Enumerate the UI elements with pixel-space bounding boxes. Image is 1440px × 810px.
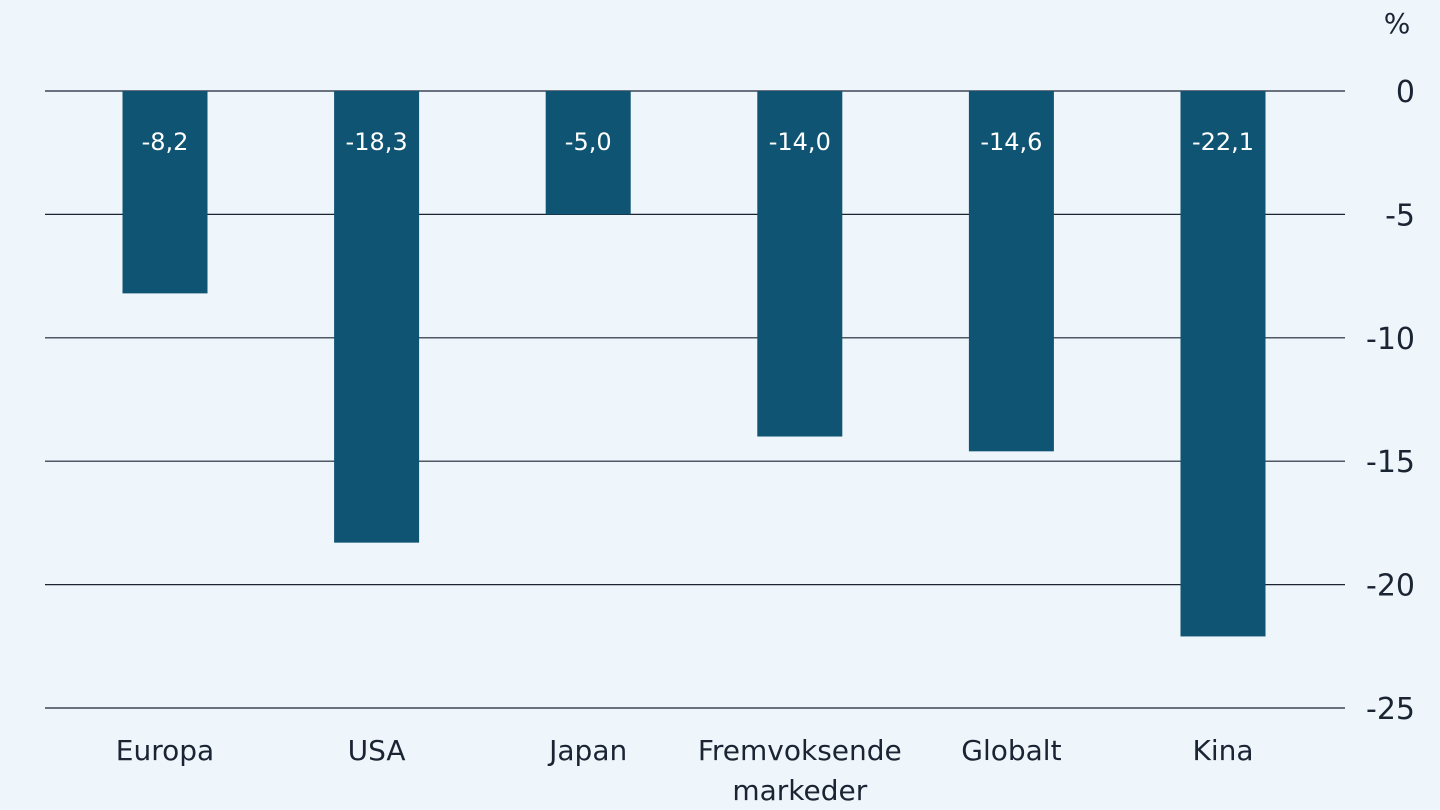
bar-value-label: -5,0 [565,128,612,156]
x-axis-category-labels: Europa USA Japan Fremvoksende markeder Global… [116,734,1254,807]
y-tick-label: -20 [1366,569,1415,604]
y-tick-label: -5 [1385,198,1415,233]
y-axis-ticks: 0 -5 -10 -15 -20 -25 [1366,75,1415,727]
y-tick-label: -15 [1366,445,1415,480]
bar-value-label: -18,3 [346,128,408,156]
x-category-label: Kina [1192,734,1253,767]
bar [545,91,631,215]
y-tick-label: -10 [1366,322,1415,357]
bar [122,91,208,294]
x-category-label: Globalt [961,734,1061,767]
bar [334,91,420,543]
bar [1180,91,1266,637]
bar-value-label: -14,0 [769,128,831,156]
x-category-label: Japan [547,734,627,767]
y-axis-unit-label: % [1384,7,1411,40]
bars [122,91,1266,637]
y-tick-label: 0 [1396,75,1415,110]
bar-value-label: -22,1 [1192,128,1254,156]
x-category-label: USA [348,734,406,767]
x-category-label: Europa [116,734,214,767]
bar-value-labels: -8,2 -18,3 -5,0 -14,0 -14,6 -22,1 [142,128,1254,156]
bar-value-label: -14,6 [980,128,1042,156]
gridlines [45,90,1345,709]
bar [757,91,843,437]
bar [968,91,1054,452]
x-category-label: Fremvoksende markeder [698,734,902,807]
bar-value-label: -8,2 [142,128,189,156]
y-tick-label: -25 [1366,692,1415,727]
